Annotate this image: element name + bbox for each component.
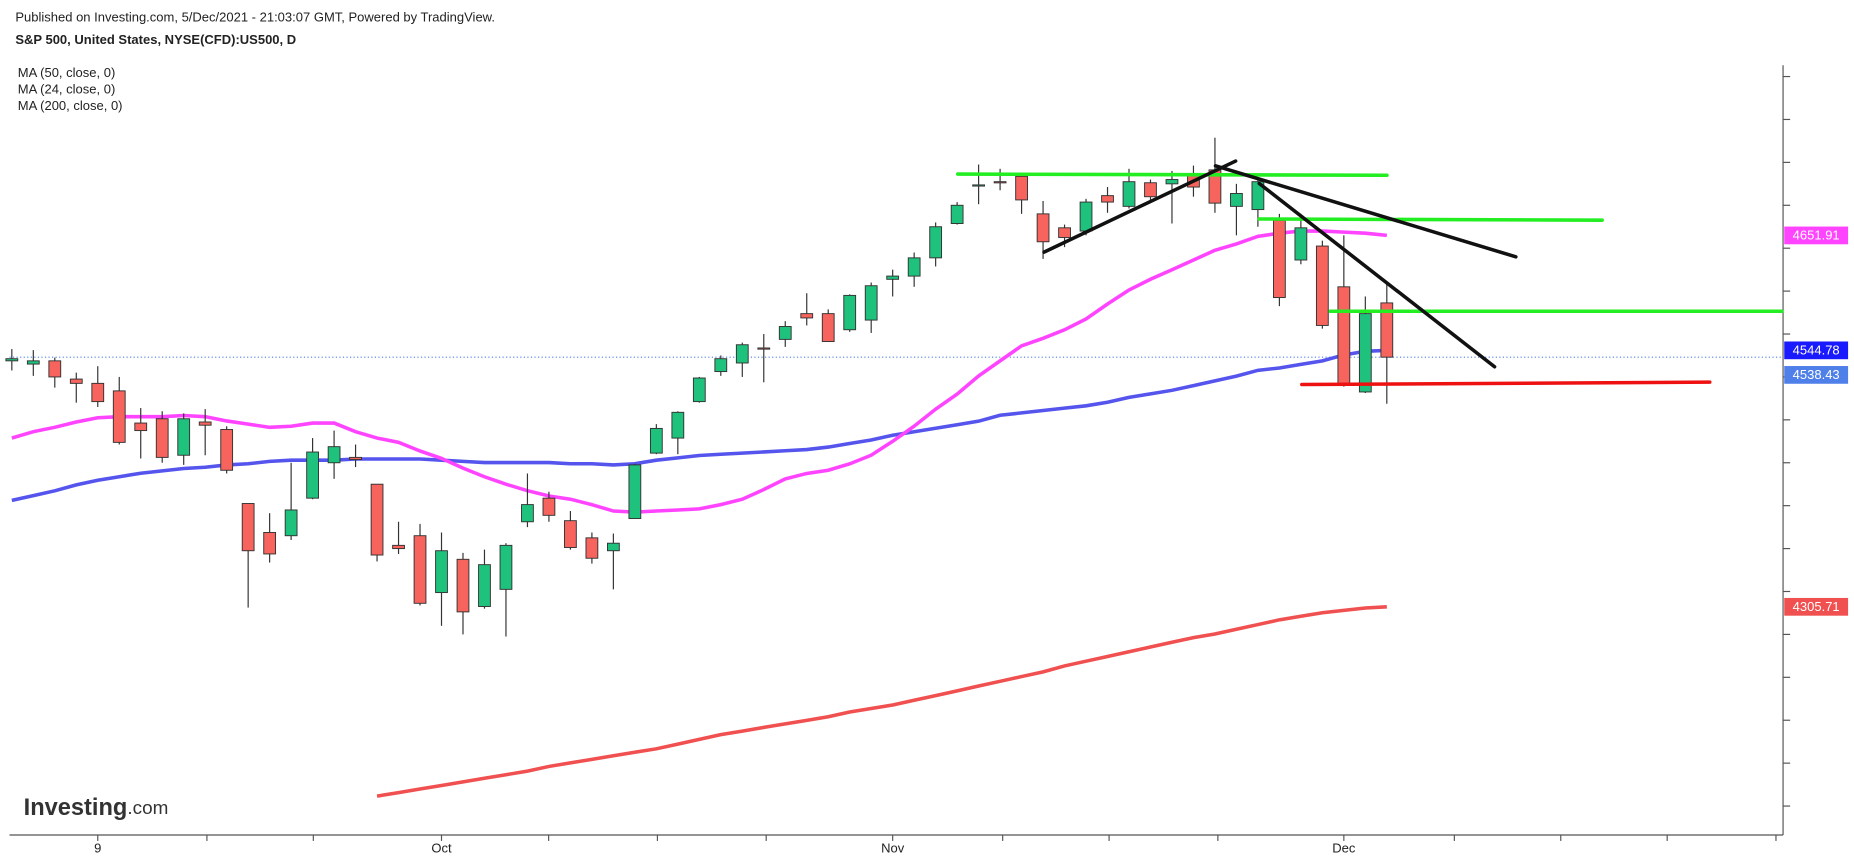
candle-body [521, 504, 534, 523]
candle-body [1251, 181, 1265, 211]
candle-body [886, 275, 900, 280]
candle-body [649, 427, 663, 454]
price-label: 4544.78 [1793, 342, 1840, 357]
trend-line [1257, 217, 1604, 222]
price-label-box [1784, 366, 1849, 384]
candle-body [1358, 313, 1372, 393]
candle-body [263, 532, 277, 555]
chart-subtitle: Published on Investing.com, 5/Dec/2021 -… [15, 9, 495, 24]
trend-line [1257, 181, 1497, 369]
candle-body [821, 313, 835, 343]
candle-body [800, 313, 814, 319]
candle-body [198, 421, 212, 426]
candle-body [778, 326, 792, 340]
candle-body [1337, 286, 1351, 385]
candle-body [69, 378, 83, 384]
trend-line [955, 172, 1389, 178]
candle-body [1036, 213, 1050, 243]
candle-body [692, 377, 706, 403]
candle-body [950, 204, 964, 224]
candle-body [370, 483, 384, 556]
candle-body [155, 418, 169, 458]
candle-body [1101, 195, 1114, 203]
candle-body [392, 544, 405, 550]
candle-body [628, 464, 642, 520]
candle-body [327, 446, 341, 464]
plot: 9 Oct Nov Dec [5, 75, 1791, 856]
price-label-box [1784, 341, 1849, 360]
candle-body [929, 226, 943, 259]
candle-body [864, 285, 878, 321]
candle-body [714, 358, 728, 373]
ma-line [11, 229, 1388, 514]
candle-body [435, 550, 448, 594]
candle-body [1380, 302, 1394, 358]
candle-body [306, 451, 319, 499]
candle-body [993, 181, 1007, 184]
candle-body [1122, 181, 1136, 207]
logo-suffix: .com [127, 798, 168, 819]
candle-body [456, 558, 470, 613]
candle-body [1015, 175, 1028, 201]
candle-body [1079, 201, 1093, 232]
x-tick-label: Oct [431, 841, 452, 856]
candle-body [499, 544, 513, 590]
candle-body [843, 294, 857, 331]
trend-line [1042, 159, 1238, 254]
logo-main: Investing [24, 795, 128, 821]
price-label: 4651.91 [1793, 227, 1840, 242]
candle-body [1058, 227, 1071, 238]
price-label-box [1784, 226, 1849, 245]
candle-body [112, 390, 126, 443]
ma-line [11, 348, 1387, 503]
candle-body [478, 564, 491, 607]
candle-body [735, 344, 749, 364]
legend-entry: MA (200, close, 0) [18, 98, 123, 113]
candle-body [542, 497, 556, 516]
price-label-box [1784, 597, 1849, 616]
candle-body [1230, 193, 1243, 207]
drawings [955, 159, 1784, 387]
price-label: 4305.71 [1793, 599, 1840, 614]
x-tick-label: Dec [1332, 841, 1356, 856]
legend-entry: MA (50, close, 0) [18, 65, 116, 80]
ma-line [376, 605, 1387, 798]
x-tick-label: Nov [881, 841, 905, 856]
candle-body [972, 184, 985, 187]
candle-body [91, 382, 105, 403]
candle-body [26, 360, 40, 365]
candle-body [177, 418, 191, 456]
logo: Investing.com [24, 795, 169, 821]
candle-body [413, 535, 427, 604]
candle-body [1273, 219, 1286, 299]
candle-body [134, 422, 148, 432]
trend-line [1300, 380, 1712, 387]
candle-body [1315, 245, 1329, 326]
candle-body [1165, 179, 1179, 185]
chart-title: S&P 500, United States, NYSE(CFD):US500,… [15, 32, 296, 47]
candle-body [1144, 182, 1157, 198]
price-label: 4538.43 [1793, 367, 1840, 382]
candle-body [349, 456, 362, 461]
candle-body [284, 509, 298, 537]
candle-body [220, 429, 234, 471]
candle-body [5, 358, 19, 362]
candle-body [606, 542, 620, 552]
candle-body [671, 411, 685, 439]
legend-entry: MA (24, close, 0) [18, 82, 116, 97]
candle-body [757, 347, 771, 350]
candle-body [241, 503, 255, 552]
candle-body [585, 537, 599, 559]
candle-body [48, 360, 62, 378]
x-tick-label: 9 [94, 841, 101, 856]
candle-body [564, 520, 577, 548]
trend-line [1213, 164, 1518, 259]
candle-body [1294, 227, 1308, 261]
candle-body [907, 257, 921, 277]
